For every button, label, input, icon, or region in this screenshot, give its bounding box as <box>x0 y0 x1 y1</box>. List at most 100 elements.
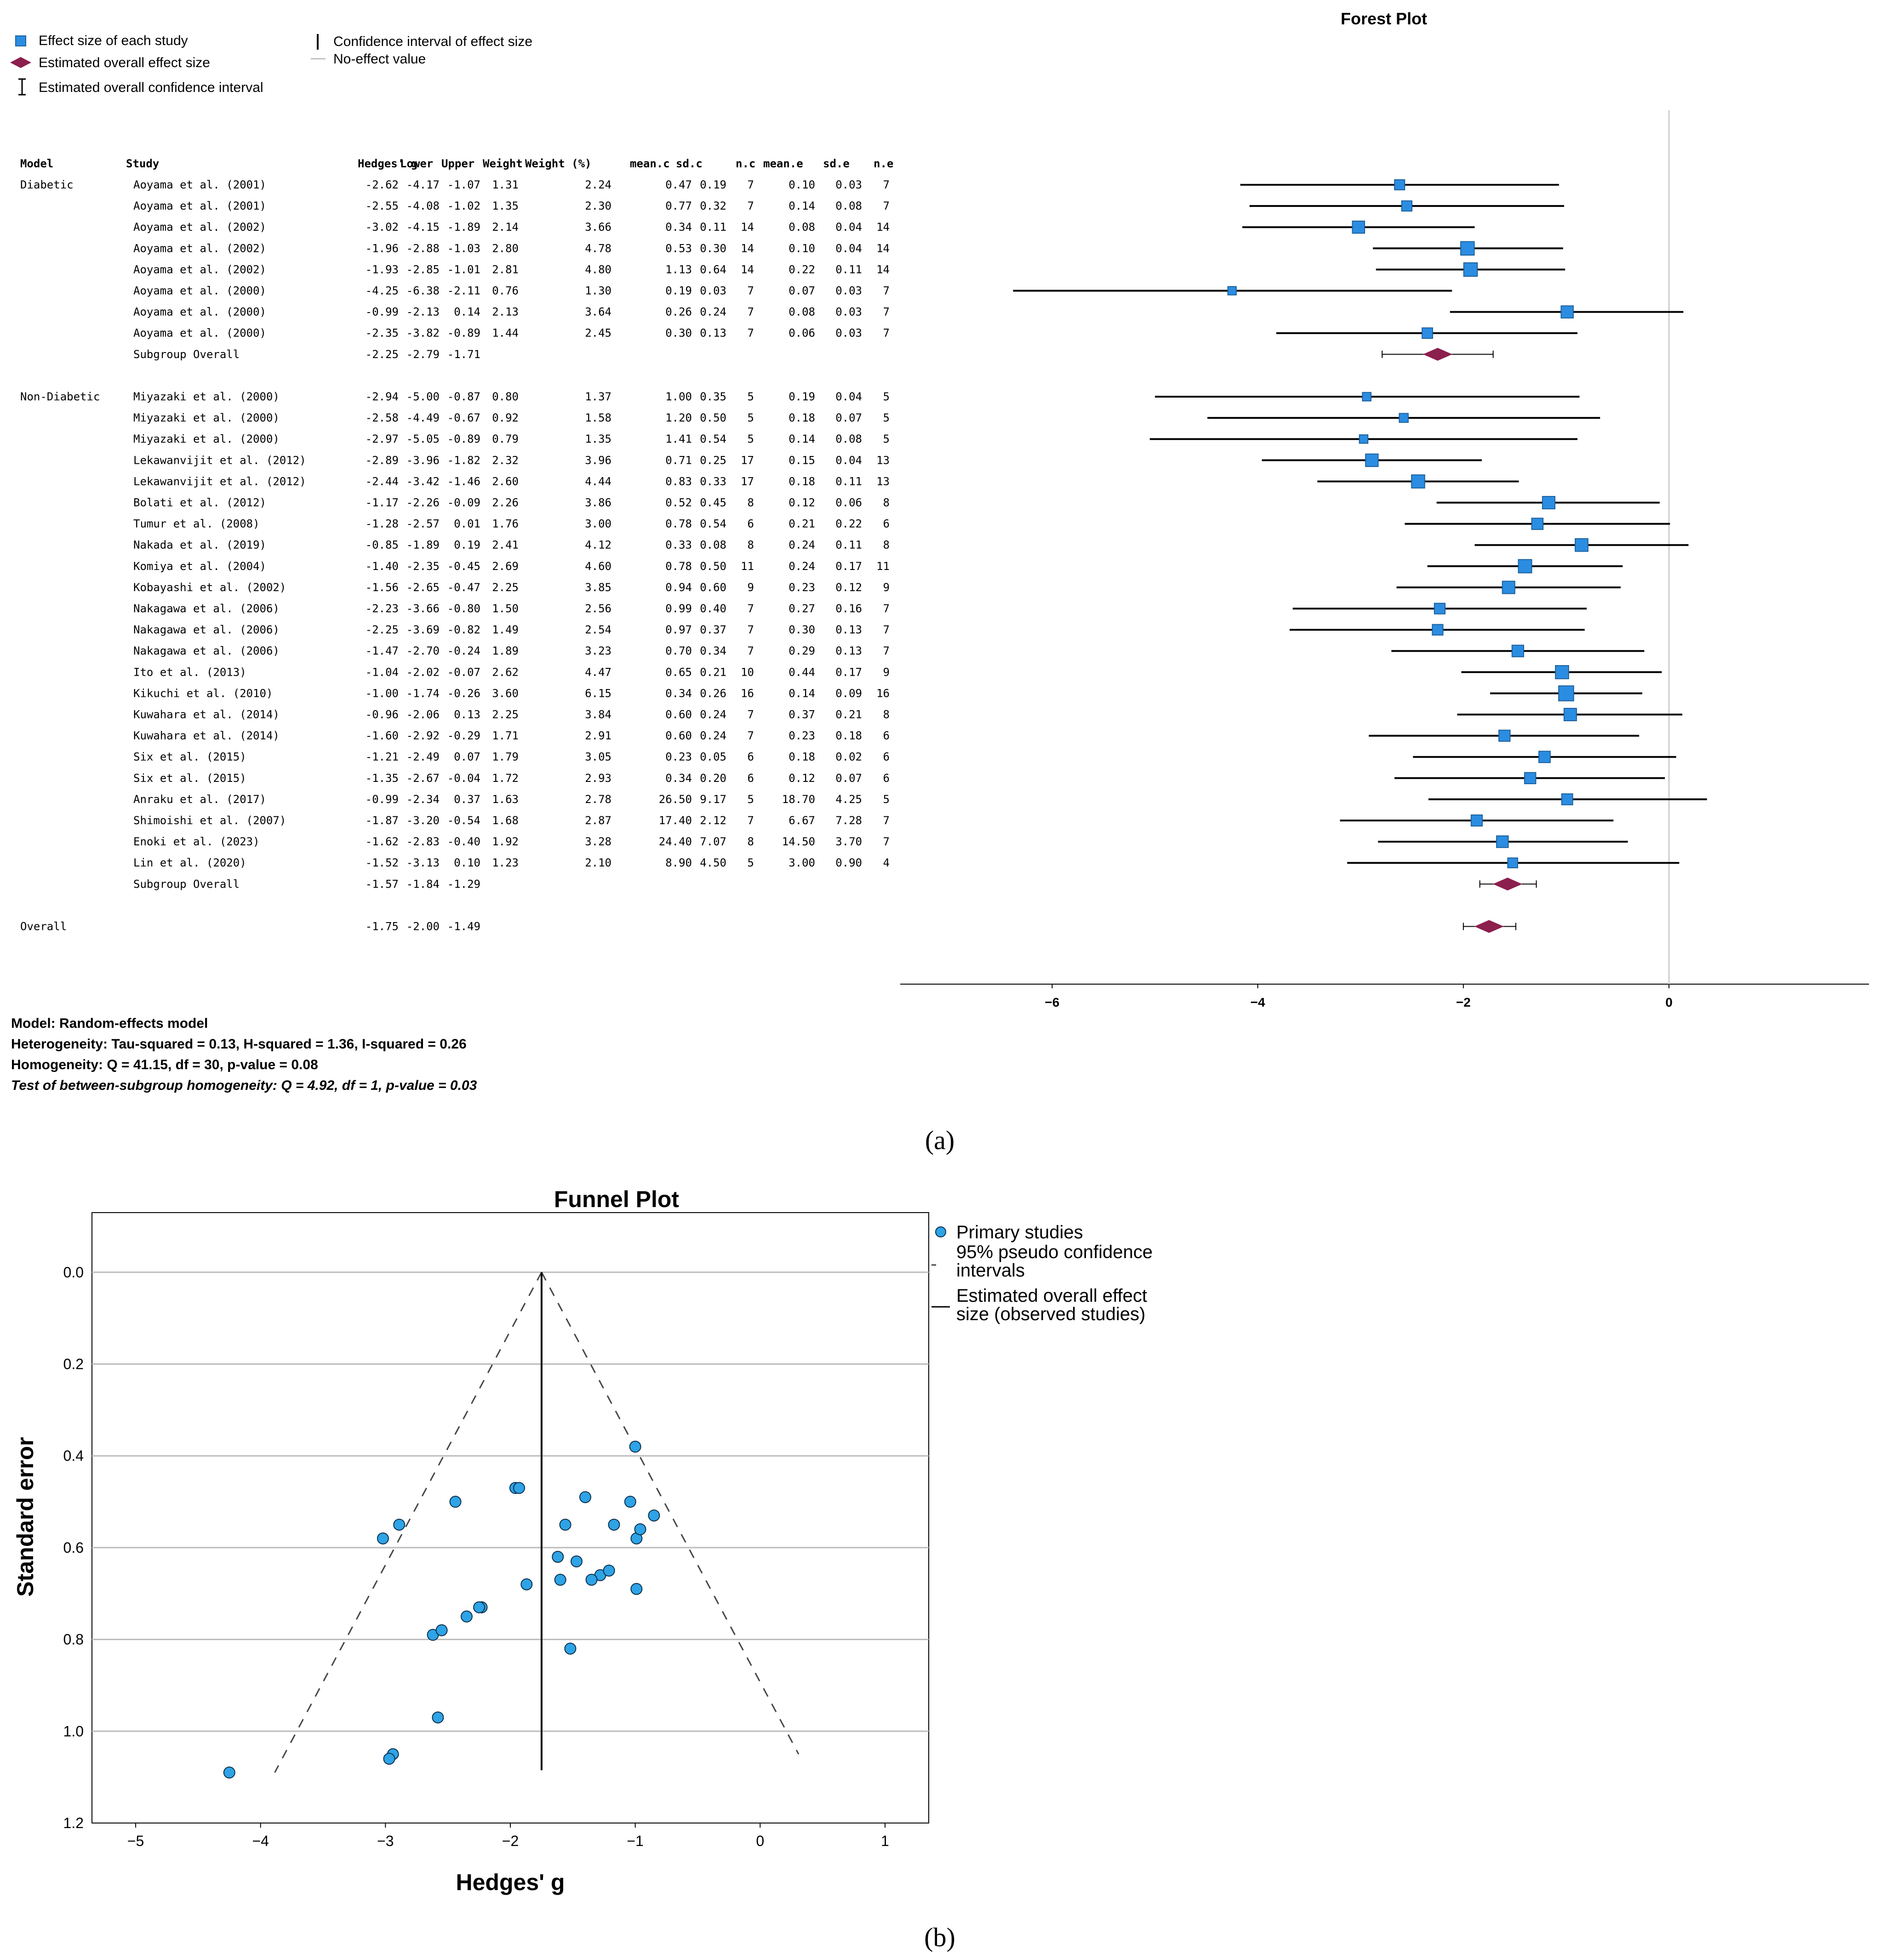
cell-value: -1.04 <box>366 666 399 678</box>
study-label: Aoyama et al. (2000) <box>133 306 266 319</box>
cell-value: 7 <box>883 602 890 615</box>
study-point <box>608 1518 620 1531</box>
cell-value: 0.19 <box>789 390 815 403</box>
cell-value: -4.17 <box>406 178 440 191</box>
cell-value: 9 <box>748 581 754 594</box>
cell-value: 0.14 <box>454 306 480 319</box>
study-row: Nakagawa et al. (2006) -2.25 -3.69 -0.82 1.4… <box>133 623 890 636</box>
study-row: Tumur et al. (2008) -1.28 -2.57 0.01 1.76 3.0… <box>133 518 890 530</box>
cell-value: 13 <box>876 475 890 488</box>
cell-value: -6.38 <box>406 285 440 297</box>
study-point <box>435 1624 448 1636</box>
funnel-x-tick-label: 1 <box>881 1833 889 1849</box>
study-label: Kikuchi et al. (2010) <box>133 687 273 700</box>
cell-value: -2.26 <box>406 496 440 509</box>
cell-value: 0.37 <box>789 708 815 721</box>
cell-value: 0.37 <box>454 793 480 806</box>
cell-value: 1.37 <box>585 390 611 403</box>
effect-square <box>1524 772 1537 784</box>
cell-value: 0.07 <box>789 285 815 297</box>
cell-value: 0.07 <box>835 772 862 785</box>
cell-value: -0.54 <box>447 814 480 827</box>
cell-value: 0.19 <box>454 539 480 552</box>
legend-primary-studies: Primary studies <box>956 1222 1083 1242</box>
cell-value: 8 <box>748 539 754 552</box>
cell-value: 3.66 <box>585 221 611 234</box>
cell-value: -3.02 <box>366 221 399 234</box>
cell-value: 5 <box>883 793 890 806</box>
legend-dot-icon <box>935 1226 946 1237</box>
cell-value: -1.84 <box>406 877 440 890</box>
cell-value: 8 <box>883 496 890 509</box>
cell-value: 0.18 <box>789 751 815 763</box>
legend-diamond-icon <box>10 57 31 68</box>
cell-value: 26.50 <box>659 793 692 806</box>
cell-value: 7 <box>883 327 890 340</box>
cell-value: 0.03 <box>700 285 726 297</box>
study-label: Nakada et al. (2019) <box>133 539 266 552</box>
cell-value: -0.99 <box>366 793 399 806</box>
study-row: Kikuchi et al. (2010) -1.00 -1.74 -0.26 3.60… <box>133 687 890 700</box>
cell-value: -3.82 <box>406 327 440 340</box>
cell-value: -1.29 <box>447 877 480 890</box>
cell-value: 5 <box>748 390 754 403</box>
funnel-x-tick-label: −3 <box>377 1833 394 1849</box>
cell-value: -0.67 <box>447 411 480 424</box>
header-n-e: n.e <box>874 157 893 170</box>
cell-value: 0.34 <box>700 644 726 657</box>
study-row: Ito et al. (2013) -1.04 -2.02 -0.07 2.62 4.47… <box>133 666 890 678</box>
cell-value: -0.47 <box>447 581 480 594</box>
legend-overall-effect-observed: Estimated overall effect size (observed … <box>956 1286 1152 1324</box>
cell-value: 14 <box>876 221 890 234</box>
cell-value: 0.14 <box>789 433 815 445</box>
cell-value: -0.07 <box>447 666 480 678</box>
study-point <box>624 1496 636 1508</box>
cell-value: 11 <box>741 560 754 573</box>
study-point <box>223 1766 235 1779</box>
summary-diamond <box>1423 348 1452 361</box>
cell-value: 4.80 <box>585 263 611 276</box>
study-point <box>585 1573 598 1586</box>
cell-value: 14 <box>876 242 890 255</box>
study-label: Aoyama et al. (2002) <box>133 221 266 234</box>
cell-value: 2.24 <box>585 178 611 191</box>
cell-value: 10 <box>741 666 754 678</box>
cell-value: 0.12 <box>835 581 862 594</box>
cell-value: -0.45 <box>447 560 480 573</box>
cell-value: -3.66 <box>406 602 440 615</box>
cell-value: 0.11 <box>835 263 862 276</box>
cell-value: 1.44 <box>492 327 519 340</box>
cell-value: 8 <box>883 708 890 721</box>
funnel-title: Funnel Plot <box>554 1186 680 1212</box>
cell-value: -2.25 <box>366 348 399 361</box>
cell-value: 3.85 <box>585 581 611 594</box>
cell-value: -1.71 <box>447 348 480 361</box>
study-label: Six et al. (2015) <box>133 772 246 785</box>
cell-value: 0.79 <box>492 433 519 445</box>
cell-value: -2.92 <box>406 729 440 742</box>
effect-square <box>1542 496 1555 510</box>
forest-x-tick-label: −4 <box>1251 995 1265 1009</box>
cell-value: 7 <box>883 285 890 297</box>
cell-value: 1.68 <box>492 814 519 827</box>
cell-value: 0.23 <box>789 581 815 594</box>
cell-value: 0.08 <box>835 433 862 445</box>
cell-value: 3.64 <box>585 306 611 319</box>
effect-square <box>1401 200 1412 212</box>
cell-value: 4.12 <box>585 539 611 552</box>
cell-value: 0.54 <box>700 433 726 445</box>
cell-value: 0.11 <box>835 539 862 552</box>
cell-value: -1.56 <box>366 581 399 594</box>
cell-value: 1.72 <box>492 772 519 785</box>
cell-value: -4.15 <box>406 221 440 234</box>
cell-value: -2.13 <box>406 306 440 319</box>
study-label: Aoyama et al. (2002) <box>133 242 266 255</box>
study-row: Lekawanvijit et al. (2012) -2.89 -3.96 -1.8… <box>133 454 890 467</box>
effect-square <box>1511 644 1524 657</box>
effect-square <box>1575 538 1589 552</box>
cell-value: 24.40 <box>659 835 692 848</box>
effect-square <box>1555 665 1569 679</box>
study-label: Miyazaki et al. (2000) <box>133 433 280 445</box>
cell-value: -1.35 <box>366 772 399 785</box>
study-label: Shimoishi et al. (2007) <box>133 814 286 827</box>
